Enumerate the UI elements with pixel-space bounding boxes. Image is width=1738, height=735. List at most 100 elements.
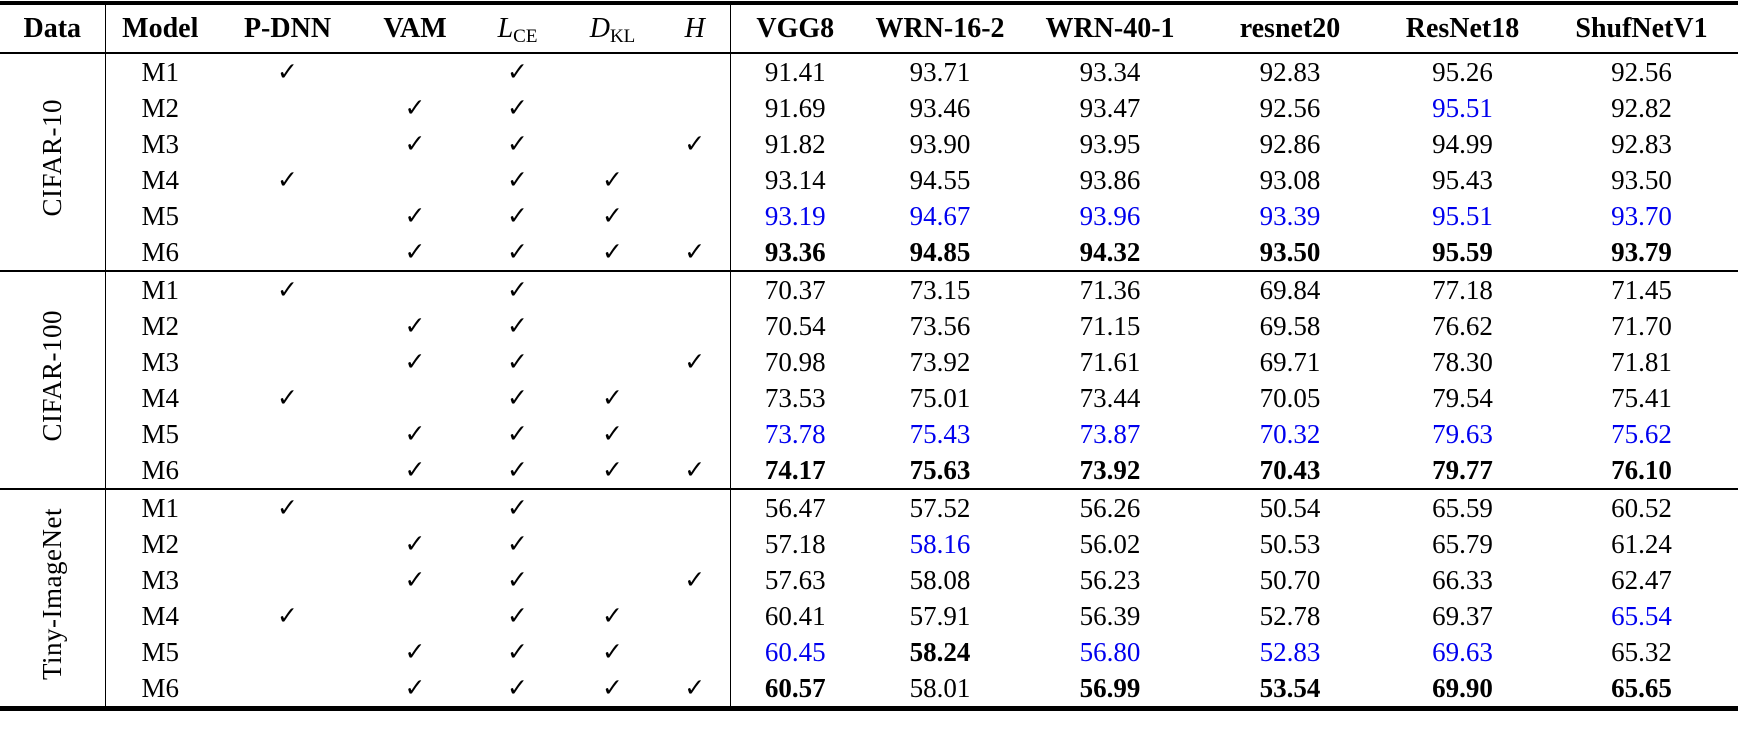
header-student-vgg8: VGG8 [730, 3, 860, 54]
empty-check-cell [215, 562, 360, 598]
check-icon: ✓ [277, 601, 298, 630]
loss-ce-subscript: CE [513, 26, 538, 47]
empty-check-cell [660, 598, 731, 634]
empty-check-cell [660, 162, 731, 198]
check-icon: ✓ [404, 673, 426, 702]
accuracy-value: 50.54 [1259, 493, 1321, 523]
check-icon: ✓ [404, 129, 426, 158]
accuracy-value: 56.26 [1079, 493, 1141, 523]
check-icon: ✓ [565, 452, 660, 490]
check-icon: ✓ [404, 93, 426, 122]
model-variant-label: M2 [141, 93, 179, 123]
accuracy-value: 71.81 [1611, 347, 1672, 377]
accuracy-value: 56.23 [1079, 565, 1141, 595]
accuracy-value: 65.79 [1432, 529, 1493, 559]
accuracy-value: 57.52 [909, 493, 971, 523]
accuracy-value: 79.54 [1432, 383, 1493, 413]
accuracy-value: 92.56 [1611, 57, 1672, 87]
dataset-label-tiny-imagenet: Tiny-ImageNet [0, 489, 106, 710]
accuracy-value: 60.57 [764, 673, 826, 703]
header-entropy: H [660, 3, 731, 54]
model-variant-label: M5 [141, 419, 179, 449]
div-kl-subscript: KL [609, 26, 636, 47]
accuracy-value: 93.86 [1079, 165, 1141, 195]
check-icon: ✓ [404, 529, 426, 558]
accuracy-value: 76.62 [1432, 311, 1493, 341]
accuracy-value: 93.14 [764, 165, 826, 195]
check-icon: ✓ [660, 452, 731, 490]
header-vam: VAM [360, 3, 470, 54]
accuracy-value: 70.54 [764, 311, 826, 341]
model-variant-label: M6 [105, 452, 215, 490]
accuracy-value: 73.56 [909, 311, 971, 341]
empty-check-cell [360, 380, 470, 416]
accuracy-value: 60.52 [1611, 493, 1672, 523]
check-icon: ✓ [507, 529, 528, 558]
check-icon: ✓ [277, 383, 298, 412]
accuracy-value: 93.39 [1259, 201, 1321, 231]
check-icon: ✓ [360, 452, 470, 490]
accuracy-value: 94.85 [860, 234, 1020, 272]
check-icon: ✓ [507, 275, 528, 304]
check-icon: ✓ [404, 201, 426, 230]
accuracy-value: 74.17 [730, 452, 860, 490]
accuracy-value: 92.86 [1259, 129, 1321, 159]
check-icon: ✓ [507, 201, 528, 230]
table-row: M5 ✓ ✓ ✓ 73.78 75.43 73.87 70.32 79.63 75.62 [0, 416, 1738, 452]
accuracy-value: 75.43 [909, 419, 971, 449]
check-icon: ✓ [602, 637, 623, 666]
model-variant-label: M6 [105, 234, 215, 272]
accuracy-value: 95.59 [1380, 234, 1545, 272]
accuracy-value: 58.16 [909, 529, 971, 559]
table-row: M5 ✓ ✓ ✓ 60.45 58.24 56.80 52.83 69.63 65.32 [0, 634, 1738, 670]
check-icon: ✓ [277, 275, 298, 304]
table-row: M4 ✓ ✓ ✓ 73.53 75.01 73.44 70.05 79.54 75.41 [0, 380, 1738, 416]
check-icon: ✓ [404, 637, 426, 666]
dataset-label-text: CIFAR-10 [36, 98, 67, 217]
empty-check-cell [215, 634, 360, 670]
empty-check-cell [565, 90, 660, 126]
empty-check-cell [360, 271, 470, 308]
entropy-symbol: H [684, 13, 705, 44]
accuracy-value: 75.01 [909, 383, 971, 413]
accuracy-value: 70.32 [1259, 419, 1321, 449]
accuracy-value: 92.82 [1611, 93, 1672, 123]
empty-check-cell [565, 526, 660, 562]
accuracy-value: 73.44 [1079, 383, 1141, 413]
accuracy-value: 60.41 [764, 601, 826, 631]
accuracy-value: 91.69 [764, 93, 826, 123]
accuracy-value: 56.02 [1079, 529, 1141, 559]
check-icon: ✓ [470, 234, 565, 272]
check-icon: ✓ [507, 601, 528, 630]
loss-ce-symbol: L [497, 13, 514, 44]
accuracy-value: 65.54 [1611, 601, 1672, 631]
accuracy-value: 93.79 [1545, 234, 1738, 272]
empty-check-cell [660, 380, 731, 416]
div-kl-symbol: D [589, 13, 610, 44]
empty-check-cell [215, 90, 360, 126]
accuracy-value: 60.45 [764, 637, 826, 667]
accuracy-value: 92.83 [1611, 129, 1672, 159]
table-row: Tiny-ImageNet M1 ✓ ✓ 56.47 57.52 56.26 50.54 65.… [0, 489, 1738, 710]
table-row: CIFAR-100 M1 ✓ ✓ 70.37 73.15 71.36 69.84 77.18 71… [0, 271, 1738, 490]
model-variant-label: M6 [141, 673, 179, 703]
accuracy-value: 71.15 [1079, 311, 1141, 341]
table-row: M3 ✓ ✓ ✓ 91.82 93.90 93.95 92.86 94.99 92.83 [0, 126, 1738, 162]
accuracy-value: 91.82 [764, 129, 826, 159]
empty-check-cell [565, 53, 660, 90]
accuracy-value: 93.34 [1079, 57, 1141, 87]
accuracy-value: 66.33 [1432, 565, 1493, 595]
check-icon: ✓ [507, 383, 528, 412]
accuracy-value: 70.37 [764, 275, 826, 305]
check-icon: ✓ [277, 165, 298, 194]
accuracy-value: 95.51 [1432, 201, 1493, 231]
accuracy-value: 57.18 [764, 529, 826, 559]
accuracy-value: 93.08 [1259, 165, 1321, 195]
accuracy-value: 57.63 [764, 565, 826, 595]
accuracy-value: 69.63 [1432, 637, 1493, 667]
check-icon: ✓ [660, 670, 731, 709]
accuracy-value: 65.32 [1611, 637, 1672, 667]
check-icon: ✓ [602, 673, 623, 702]
accuracy-value: 75.62 [1611, 419, 1672, 449]
table-row: CIFAR-10 M1 ✓ ✓ 91.41 93.71 93.34 92.83 95.26 92.… [0, 53, 1738, 272]
